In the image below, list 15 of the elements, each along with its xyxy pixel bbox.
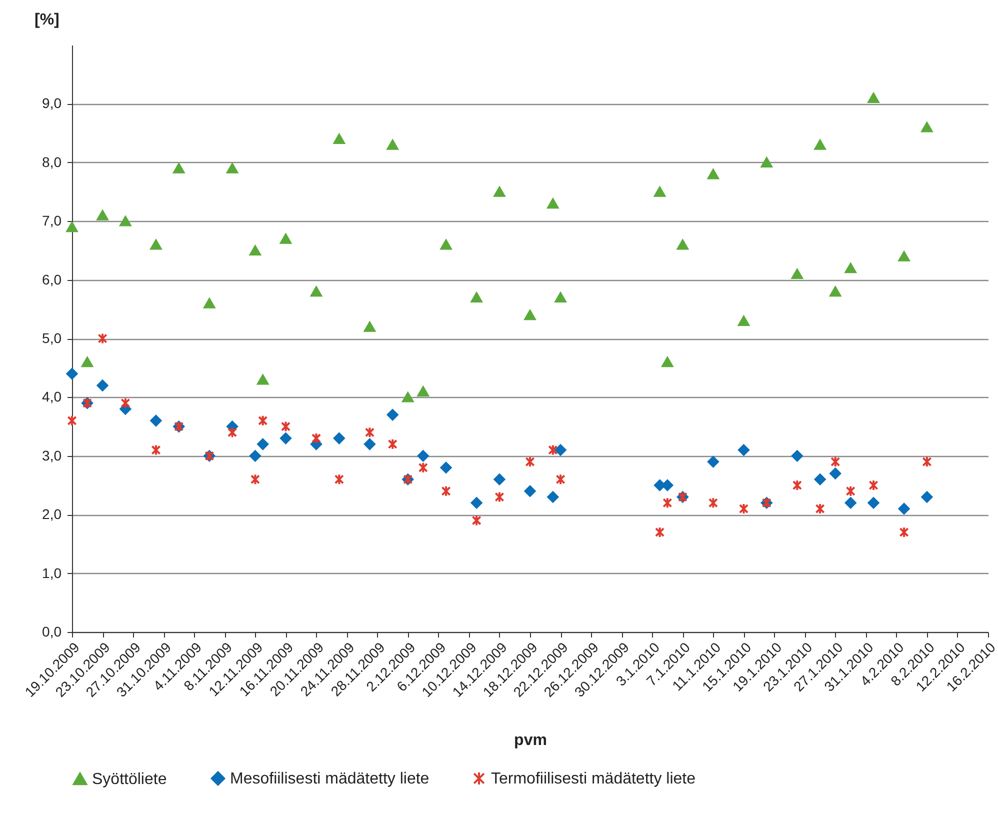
y-tick-label: 5,0 [42,330,62,346]
y-tick-label: 3,0 [42,447,62,464]
y-tick-label: 0,0 [42,624,62,640]
legend-label: Termofiilisesti mädätetty liete [491,770,696,788]
y-tick-label: 6,0 [42,271,62,288]
y-tick-label: 2,0 [42,506,62,522]
legend-label: Syöttöliete [92,770,167,788]
y-tick-label: 8,0 [42,154,62,170]
y-tick-label: 7,0 [42,212,62,229]
y-tick-label: 1,0 [42,564,62,581]
y-axis-title: [%] [34,12,60,28]
y-tick-label: 9,0 [42,95,62,112]
legend-label: Mesofiilisesti mädätetty liete [230,770,430,788]
x-axis-title: pvm [514,732,547,749]
y-tick-label: 4,0 [42,388,62,405]
